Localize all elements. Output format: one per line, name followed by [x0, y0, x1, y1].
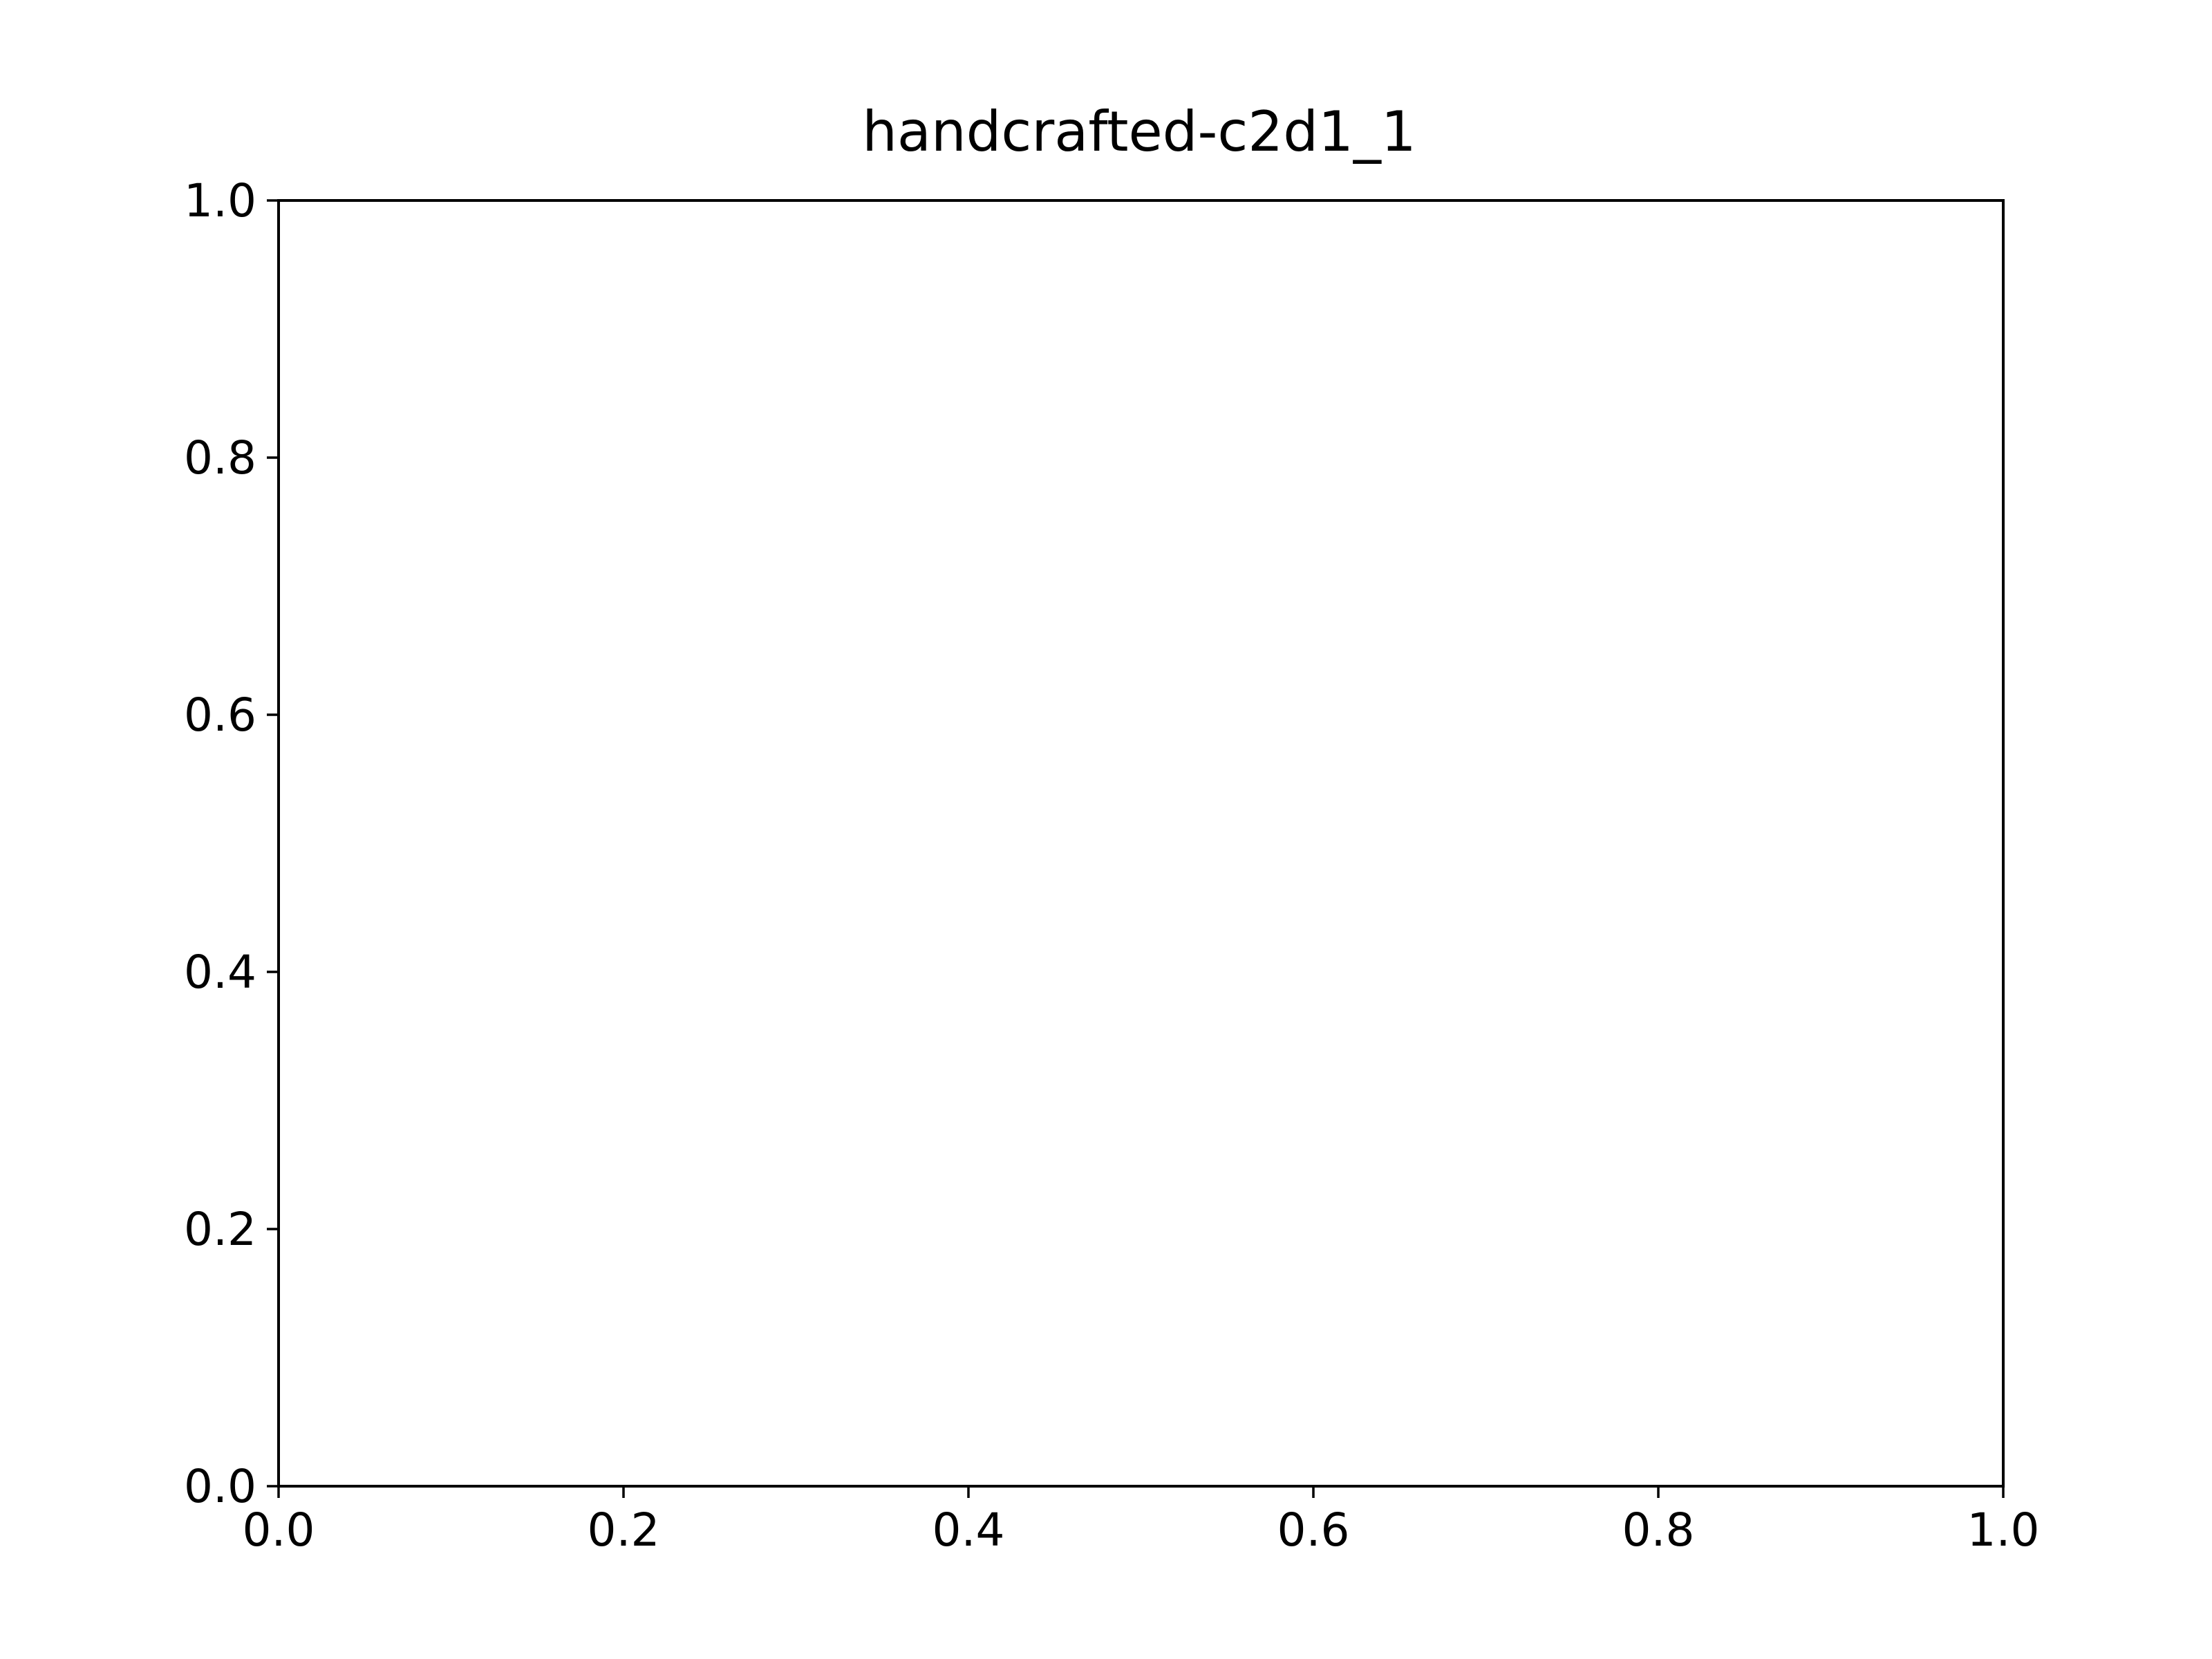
y-tick-label: 0.6 — [184, 688, 256, 742]
x-tick-label: 0.8 — [1622, 1503, 1695, 1557]
x-tick-label: 0.6 — [1277, 1503, 1350, 1557]
y-tick-label: 0.8 — [184, 431, 256, 485]
chart-title: handcrafted-c2d1_1 — [862, 100, 1416, 164]
y-axis: 0.0 0.2 0.4 0.6 0.8 1.0 — [184, 174, 279, 1513]
x-tick-label: 1.0 — [1967, 1503, 2040, 1557]
x-tick-label: 0.4 — [932, 1503, 1005, 1557]
y-tick-label: 0.2 — [184, 1203, 256, 1256]
y-tick-label: 0.0 — [184, 1460, 256, 1513]
plot-area — [277, 199, 2005, 1488]
x-tick-label: 0.2 — [588, 1503, 660, 1557]
x-axis: 0.0 0.2 0.4 0.6 0.8 1.0 — [243, 1486, 2040, 1557]
x-tick-label: 0.0 — [243, 1503, 315, 1557]
y-tick-label: 1.0 — [184, 174, 256, 227]
y-tick-label: 0.4 — [184, 946, 256, 999]
